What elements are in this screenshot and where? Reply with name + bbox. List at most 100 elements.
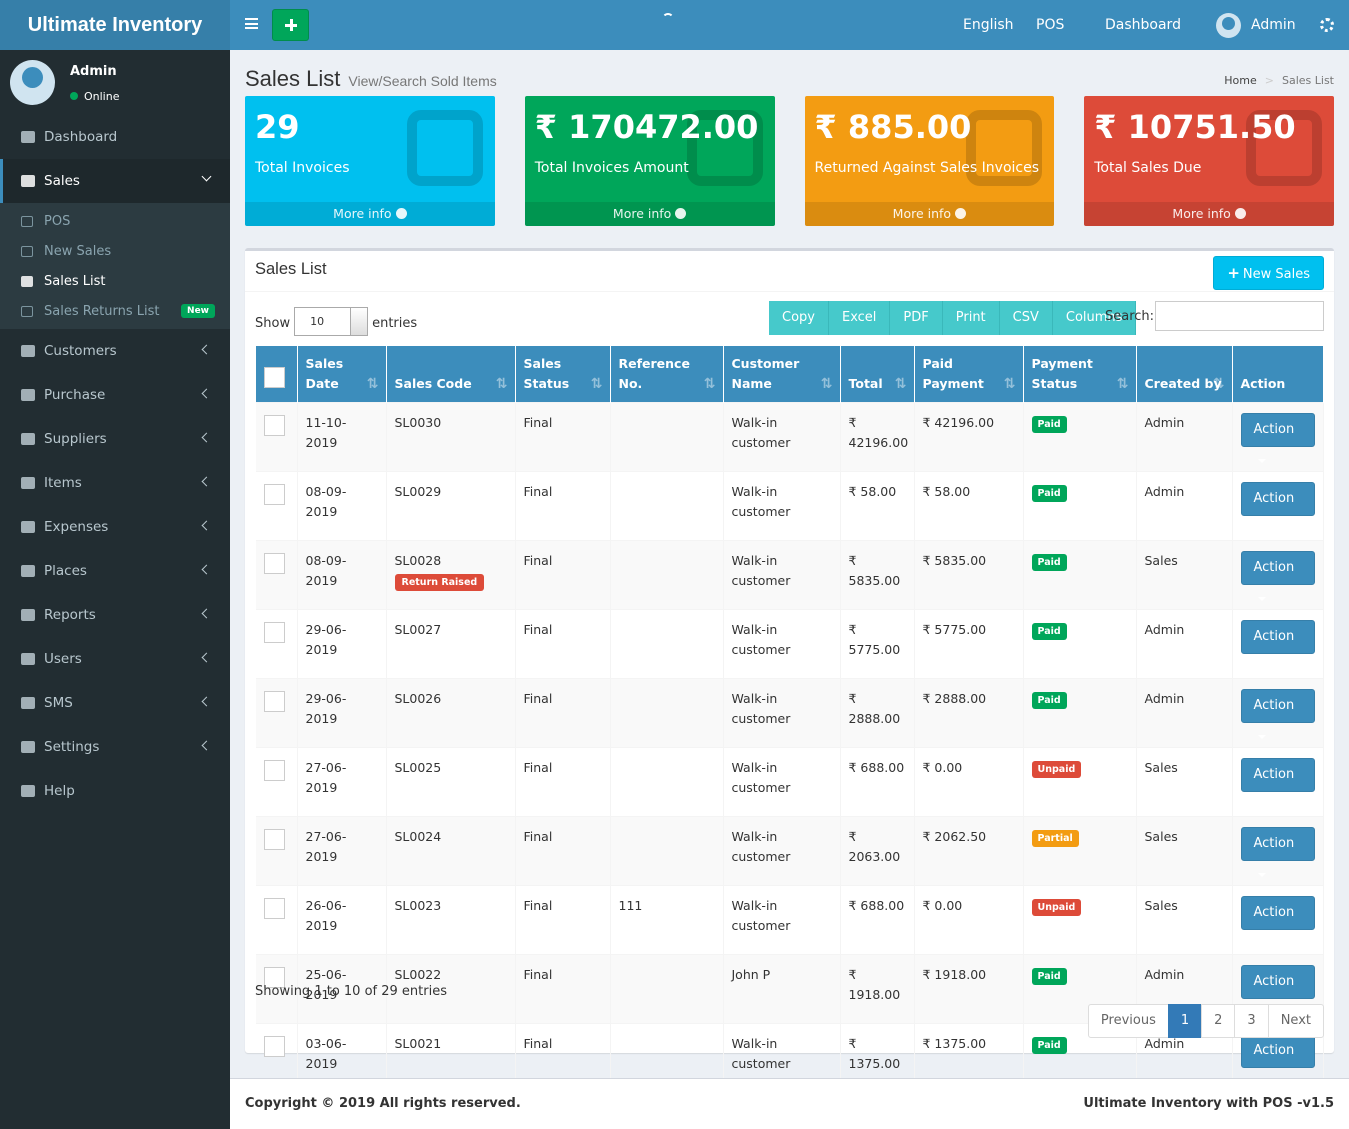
more-info[interactable]: More info <box>805 202 1055 226</box>
submenu-item[interactable]: POS <box>0 206 230 236</box>
column-header[interactable]: Total <box>840 346 914 402</box>
checkbox[interactable] <box>264 1036 285 1057</box>
submenu-label: Sales Returns List <box>44 304 160 319</box>
column-header[interactable]: Payment Status <box>1023 346 1136 402</box>
menu-label: Reports <box>44 607 96 623</box>
select-cell <box>256 471 297 540</box>
action-button[interactable]: Action <box>1241 827 1315 861</box>
search-input[interactable] <box>1155 301 1324 331</box>
menu-item[interactable]: Expenses <box>0 505 230 549</box>
menu-item[interactable]: Places <box>0 549 230 593</box>
checkbox[interactable] <box>264 622 285 643</box>
column-header[interactable]: Paid Payment <box>914 346 1023 402</box>
return-badge: Return Raised <box>395 574 485 591</box>
export-button[interactable]: Copy <box>769 301 829 335</box>
action-button[interactable]: Action <box>1241 689 1315 723</box>
page-button[interactable]: Previous <box>1088 1004 1169 1038</box>
cell-text: Admin <box>1145 482 1224 502</box>
table-cell: Admin <box>1136 678 1232 747</box>
menu-item[interactable]: Sales <box>0 159 230 203</box>
brand[interactable]: Ultimate Inventory <box>0 0 230 50</box>
select-all <box>256 346 297 402</box>
menu-toggle[interactable] <box>245 18 258 29</box>
export-button[interactable]: CSV <box>1000 301 1053 335</box>
menu-item[interactable]: Customers <box>0 329 230 373</box>
table-cell: ₹ 688.00 <box>840 885 914 954</box>
pos-link[interactable]: POS <box>1036 0 1064 50</box>
page-button[interactable]: 2 <box>1201 1004 1235 1038</box>
menu-label: Settings <box>44 739 99 755</box>
action-button[interactable]: Action <box>1241 551 1315 585</box>
action-button[interactable]: Action <box>1241 1034 1315 1068</box>
action-button[interactable]: Action <box>1241 758 1315 792</box>
checkbox[interactable] <box>264 898 285 919</box>
export-button[interactable]: Excel <box>829 301 890 335</box>
cell-text: Admin <box>1145 689 1224 709</box>
checkbox[interactable] <box>264 760 285 781</box>
menu-item[interactable]: SMS <box>0 681 230 725</box>
checkbox[interactable] <box>264 484 285 505</box>
more-info[interactable]: More info <box>245 202 495 226</box>
table-cell: Walk-in customer <box>723 885 840 954</box>
column-header[interactable]: Sales Date <box>297 346 386 402</box>
action-button[interactable]: Action <box>1241 482 1315 516</box>
page-title: Sales ListView/Search Sold Items <box>245 66 497 92</box>
column-header[interactable]: Customer Name <box>723 346 840 402</box>
page-button[interactable]: Next <box>1268 1004 1324 1038</box>
column-header[interactable]: Sales Status <box>515 346 610 402</box>
sidebar: Admin Online DashboardSalesPOSNew SalesS… <box>0 50 230 1129</box>
new-sales-button[interactable]: New Sales <box>1213 256 1324 290</box>
menu-item[interactable]: Help <box>0 769 230 813</box>
checkbox[interactable] <box>264 415 285 436</box>
column-header[interactable]: Action <box>1232 346 1323 402</box>
more-info-label: More info <box>613 206 671 221</box>
dashboard-link[interactable]: Dashboard <box>1105 0 1181 50</box>
checkbox[interactable] <box>264 367 285 388</box>
table-cell: Paid <box>1023 540 1136 609</box>
menu-item[interactable]: Reports <box>0 593 230 637</box>
checkbox[interactable] <box>264 829 285 850</box>
more-info[interactable]: More info <box>1084 202 1334 226</box>
submenu-item[interactable]: Sales List <box>0 266 230 296</box>
more-info[interactable]: More info <box>525 202 775 226</box>
page-button[interactable]: 3 <box>1234 1004 1268 1038</box>
table-cell: 27-06-2019 <box>297 747 386 816</box>
menu-item[interactable]: Dashboard <box>0 115 230 159</box>
table-cell: ₹ 0.00 <box>914 885 1023 954</box>
menu-item[interactable]: Purchase <box>0 373 230 417</box>
page-size-select[interactable]: 10 <box>294 307 368 336</box>
action-button[interactable]: Action <box>1241 896 1315 930</box>
menu-item[interactable]: Items <box>0 461 230 505</box>
breadcrumb-item[interactable]: Home <box>1224 74 1256 87</box>
checkbox[interactable] <box>264 691 285 712</box>
user-menu[interactable]: Admin <box>1216 0 1296 50</box>
table-cell: Walk-in customer <box>723 402 840 471</box>
page-button[interactable]: 1 <box>1168 1004 1202 1038</box>
column-header[interactable]: Created by <box>1136 346 1232 402</box>
page-size: Show10entries <box>255 309 417 338</box>
export-button[interactable]: PDF <box>890 301 942 335</box>
table-row: 27-06-2019SL0024FinalWalk-in customer₹ 2… <box>256 816 1323 885</box>
submenu-item[interactable]: New Sales <box>0 236 230 266</box>
payment-badge: Paid <box>1032 1037 1067 1054</box>
checkbox[interactable] <box>264 553 285 574</box>
column-header[interactable]: Sales Code <box>386 346 515 402</box>
table-cell: Unpaid <box>1023 885 1136 954</box>
cell-text: 08-09-2019 <box>306 482 378 522</box>
column-header[interactable]: Reference No. <box>610 346 723 402</box>
action-button[interactable]: Action <box>1241 620 1315 654</box>
action-button[interactable]: Action <box>1241 965 1315 999</box>
menu-item[interactable]: Users <box>0 637 230 681</box>
export-button[interactable]: Print <box>943 301 1000 335</box>
submenu-item[interactable]: Sales Returns ListNew <box>0 296 230 326</box>
language[interactable]: English <box>963 0 1014 50</box>
table-cell: Paid <box>1023 402 1136 471</box>
action-button[interactable]: Action <box>1241 413 1315 447</box>
stat-label: Returned Against Sales Invoices <box>815 160 1040 176</box>
settings-icon[interactable] <box>1320 18 1334 32</box>
chevron <box>202 521 212 531</box>
add-button[interactable] <box>272 9 309 41</box>
menu-item[interactable]: Suppliers <box>0 417 230 461</box>
chevron <box>202 433 212 443</box>
menu-item[interactable]: Settings <box>0 725 230 769</box>
